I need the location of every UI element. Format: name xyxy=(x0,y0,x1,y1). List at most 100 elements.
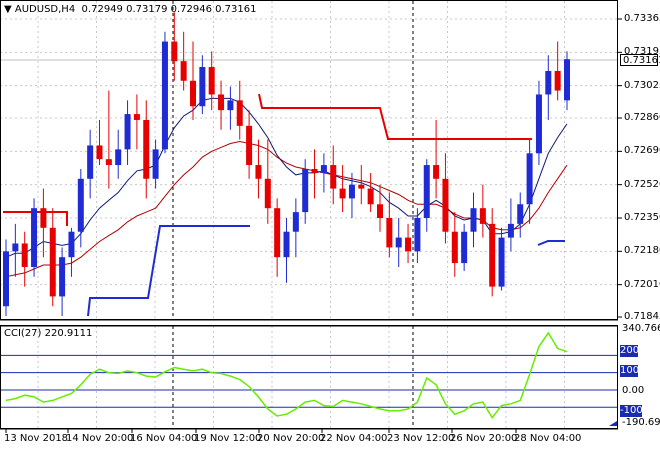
candle xyxy=(12,223,19,277)
cci-line xyxy=(5,331,568,420)
candle-body xyxy=(535,94,542,154)
candle xyxy=(227,86,234,130)
candle-body xyxy=(96,145,103,160)
candle-body xyxy=(405,237,412,252)
candle xyxy=(143,100,150,199)
resistance-line xyxy=(3,211,68,226)
symbol-timeframe: AUDUSD,H4 xyxy=(14,4,76,15)
candle-body xyxy=(339,188,346,199)
time-tick-label: 16 Nov 04:00 xyxy=(130,433,198,444)
price-tick-label: 0.71845 xyxy=(624,311,660,322)
candle-body xyxy=(133,114,140,120)
candle-body xyxy=(423,165,430,218)
candle xyxy=(96,119,103,166)
candle-body xyxy=(386,217,393,248)
candle-body xyxy=(564,59,570,101)
support-line xyxy=(87,225,250,317)
cci-title: CCI(27) 220.9111 xyxy=(4,328,93,339)
candle-body xyxy=(526,153,533,205)
candle xyxy=(21,231,28,287)
candle xyxy=(292,198,299,258)
candle-body xyxy=(190,80,196,107)
support-line xyxy=(537,240,565,246)
candle xyxy=(3,239,9,317)
candle-body xyxy=(433,165,440,179)
candle xyxy=(236,80,243,140)
candle xyxy=(115,129,122,179)
candle-body xyxy=(21,243,28,268)
candle xyxy=(414,208,421,264)
candle xyxy=(451,212,458,277)
time-tick-label: 23 Nov 12:00 xyxy=(387,433,455,444)
candle-body xyxy=(227,100,234,111)
candle xyxy=(348,172,355,218)
candle xyxy=(377,184,383,232)
candle-body xyxy=(218,94,225,111)
candle xyxy=(367,172,374,213)
cci-level-100: 100 xyxy=(620,365,640,377)
candles xyxy=(3,12,570,317)
candle xyxy=(564,51,570,111)
candle-body xyxy=(545,70,552,95)
candle xyxy=(320,153,327,193)
candle-body xyxy=(124,114,131,150)
cci-level-200: 200 xyxy=(620,345,640,357)
time-tick-label: 14 Nov 20:00 xyxy=(66,433,134,444)
candle xyxy=(124,100,131,166)
dropdown-icon[interactable]: ▼ xyxy=(4,4,12,15)
candle-body xyxy=(274,208,281,258)
candle-body xyxy=(180,61,187,81)
candle xyxy=(470,192,477,248)
cci-panel xyxy=(0,331,618,420)
candle xyxy=(517,192,524,238)
candle xyxy=(59,247,66,317)
ohlc-values: 0.72949 0.73179 0.72946 0.73161 xyxy=(81,4,257,15)
candle-body xyxy=(451,231,458,264)
candle-body xyxy=(105,159,112,166)
candle xyxy=(264,139,271,224)
candle-body xyxy=(292,212,299,232)
price-tick-label: 0.73195 xyxy=(624,46,660,58)
cci-max-label: 340.7667 xyxy=(622,323,660,334)
candle-body xyxy=(87,145,94,179)
candle xyxy=(77,168,84,248)
candle-body xyxy=(489,223,496,287)
candle xyxy=(554,41,561,101)
candle-body xyxy=(330,165,337,189)
candle xyxy=(330,145,337,205)
candle xyxy=(526,139,533,224)
candle xyxy=(180,31,187,91)
candle-body xyxy=(320,165,327,173)
price-tick-label: 0.73025 xyxy=(624,79,660,91)
time-tick-label: 20 Nov 20:00 xyxy=(257,433,325,444)
candle-body xyxy=(77,178,84,232)
time-tick-label: 28 Nov 04:00 xyxy=(514,433,582,444)
candle-body xyxy=(3,251,9,307)
candle-body xyxy=(161,41,168,150)
candle xyxy=(433,119,440,199)
candle-body xyxy=(68,231,75,258)
candle-body xyxy=(554,70,561,91)
candle-body xyxy=(31,208,38,268)
candle xyxy=(40,188,47,258)
candle-body xyxy=(395,237,402,248)
candle-body xyxy=(283,231,290,258)
candle xyxy=(507,198,514,252)
candle xyxy=(246,110,253,179)
current-price-label: 0.73161 xyxy=(620,54,660,66)
candle-body xyxy=(208,67,215,95)
candle xyxy=(68,227,75,277)
candle xyxy=(105,90,112,189)
candle-body xyxy=(479,208,486,224)
candle xyxy=(405,223,412,264)
candle-body xyxy=(255,165,262,179)
candle xyxy=(498,227,505,291)
candle xyxy=(489,208,496,297)
candle xyxy=(152,139,159,189)
candle xyxy=(87,129,94,199)
